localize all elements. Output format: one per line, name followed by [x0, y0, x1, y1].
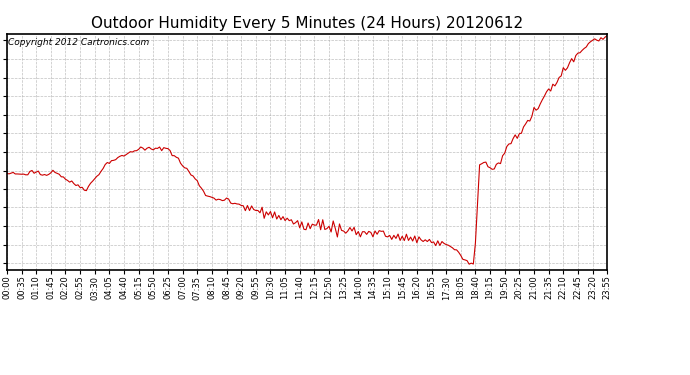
Text: Copyright 2012 Cartronics.com: Copyright 2012 Cartronics.com: [8, 39, 149, 48]
Title: Outdoor Humidity Every 5 Minutes (24 Hours) 20120612: Outdoor Humidity Every 5 Minutes (24 Hou…: [91, 16, 523, 31]
